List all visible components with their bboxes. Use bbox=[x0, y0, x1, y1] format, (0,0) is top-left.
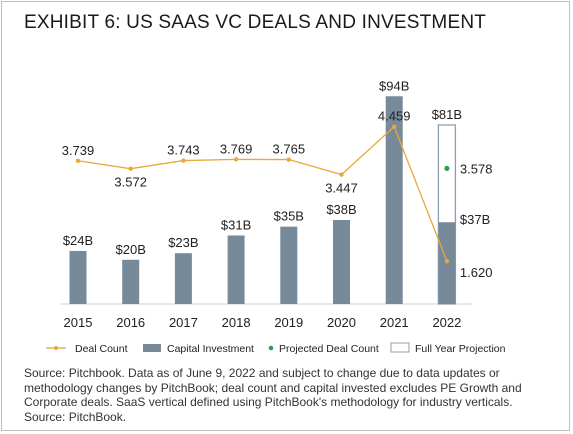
deal-count-label: 3.769 bbox=[220, 141, 253, 156]
bar-capital-2016 bbox=[122, 259, 140, 304]
legend-label: Full Year Projection bbox=[415, 343, 506, 355]
x-tick-label: 2019 bbox=[274, 315, 303, 330]
deal-count-label: 3.765 bbox=[273, 142, 306, 157]
bar-label: $38B bbox=[326, 202, 356, 217]
deal-count-point-2018 bbox=[233, 157, 239, 162]
deal-count-point-2016 bbox=[128, 166, 133, 171]
source-note: Source: Pitchbook. Data as of June 9, 20… bbox=[24, 366, 554, 424]
x-tick-label: 2017 bbox=[169, 315, 198, 330]
bar-label: $31B bbox=[221, 217, 251, 232]
deal-count-label: 3.743 bbox=[167, 143, 200, 158]
deal-count-point-2020 bbox=[339, 172, 344, 177]
source-line: Source: Pitchbook. Data as of June 9, 20… bbox=[24, 366, 500, 380]
legend-label: Deal Count bbox=[75, 343, 128, 355]
legend-line-marker bbox=[54, 346, 58, 350]
bar-capital-2020 bbox=[333, 220, 350, 304]
bar-capital-2019 bbox=[280, 226, 298, 304]
bar-label: $23B bbox=[168, 235, 198, 250]
deal-count-point-2021 bbox=[392, 124, 397, 129]
deal-count-point-2022 bbox=[444, 259, 450, 264]
x-tick-label: 2021 bbox=[380, 315, 409, 330]
bar-label: $37B bbox=[460, 212, 490, 227]
legend-label: Capital Investment bbox=[167, 343, 254, 355]
deal-count-label: 4.459 bbox=[378, 109, 411, 124]
chart-title: EXHIBIT 6: US SAAS VC DEALS AND INVESTME… bbox=[24, 12, 487, 33]
projected-deal-label: 3.578 bbox=[460, 161, 493, 176]
deal-count-point-2019 bbox=[286, 157, 291, 162]
bar-capital-2015 bbox=[69, 250, 87, 304]
x-tick-label: 2020 bbox=[327, 315, 356, 330]
deal-count-line bbox=[77, 125, 448, 262]
deal-count-label: 3.447 bbox=[325, 181, 358, 196]
projected-deal-point bbox=[444, 165, 450, 172]
deal-count-label: 3.572 bbox=[114, 175, 147, 190]
bar-label: $24B bbox=[63, 233, 93, 248]
bar-capital-2018 bbox=[227, 235, 245, 304]
bar-label: $35B bbox=[274, 209, 304, 224]
bar-capital-2021 bbox=[385, 96, 403, 304]
x-tick-label: 2015 bbox=[64, 315, 93, 330]
deal-count-point-2015 bbox=[75, 158, 81, 163]
legend-outline-swatch bbox=[390, 342, 410, 353]
x-tick-label: 2022 bbox=[432, 315, 461, 330]
x-tick-label: 2016 bbox=[116, 315, 145, 330]
deal-count-point-2017 bbox=[181, 158, 186, 163]
deal-count-label: 1.620 bbox=[460, 265, 493, 280]
projection-label: $81B bbox=[432, 107, 462, 122]
legend-point-swatch bbox=[268, 345, 274, 351]
bar-capital-2017 bbox=[174, 253, 192, 304]
source-line: Source: PitchBook. bbox=[24, 409, 127, 424]
bar-label: $94B bbox=[379, 78, 409, 93]
x-tick-label: 2018 bbox=[222, 315, 251, 330]
bar-label: $20B bbox=[116, 242, 146, 257]
legend-bar-swatch bbox=[143, 344, 161, 352]
legend-label: Projected Deal Count bbox=[279, 343, 379, 355]
deal-count-label: 3.739 bbox=[62, 143, 95, 158]
source-line: methodology changes by PitchBook; deal c… bbox=[24, 380, 522, 395]
source-line: Corporate deals. SaaS vertical defined u… bbox=[24, 395, 513, 409]
